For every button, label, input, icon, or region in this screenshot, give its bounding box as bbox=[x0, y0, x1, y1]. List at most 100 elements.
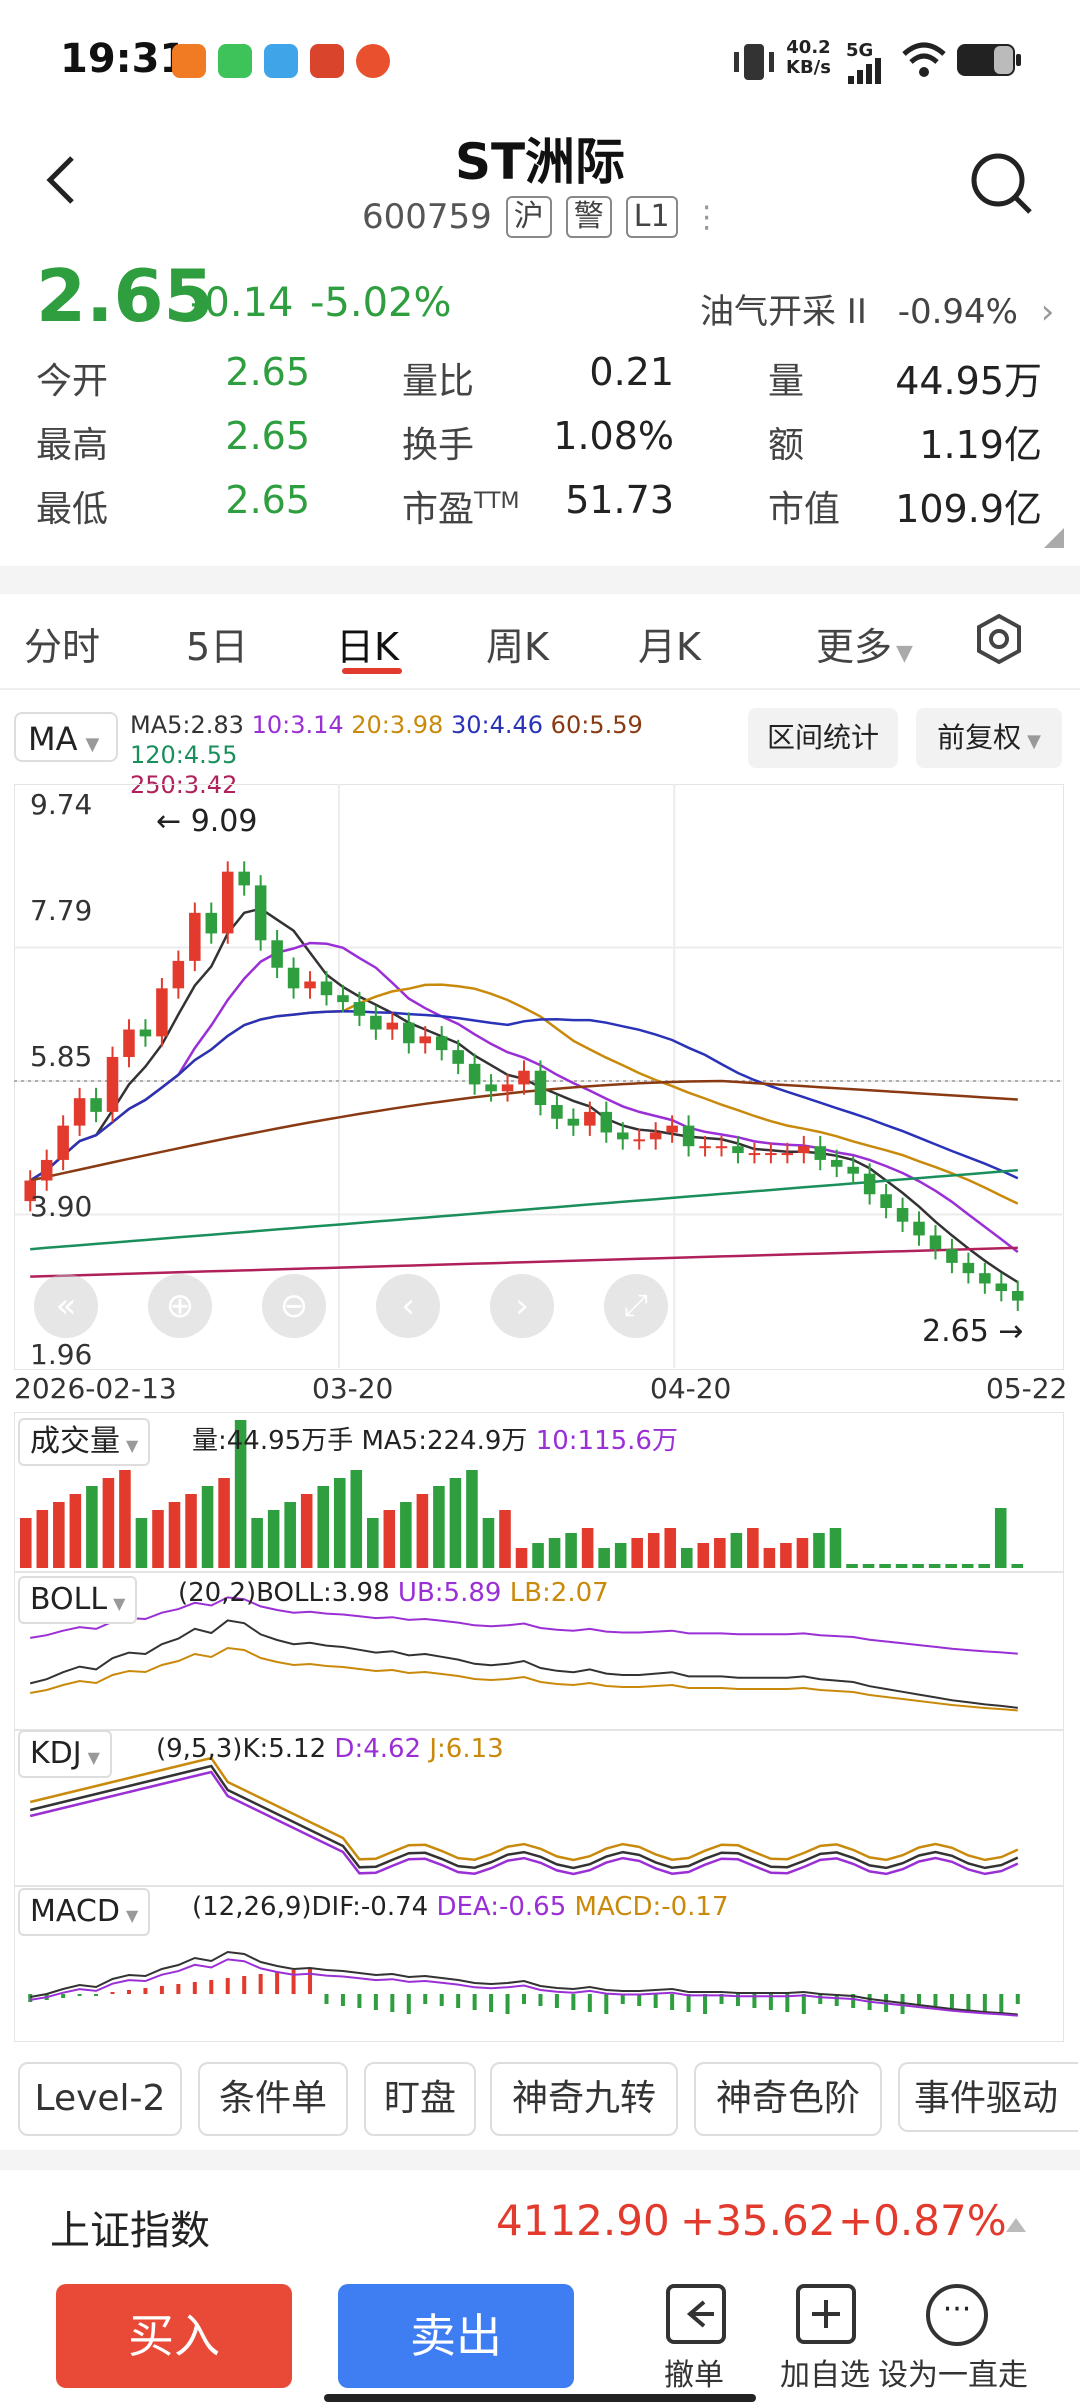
stat-open-label: 今开 bbox=[36, 361, 109, 402]
add-watch-label[interactable]: 加自选 bbox=[780, 2358, 870, 2393]
candle-43 bbox=[732, 1146, 744, 1154]
kdj-select[interactable]: KDJ ▼ bbox=[18, 1730, 112, 1778]
stock-code-row: 600759 沪 警 L1 ⋮ bbox=[362, 196, 722, 238]
zoom-out-icon[interactable]: ⊖ bbox=[262, 1274, 326, 1338]
candle-44 bbox=[748, 1153, 761, 1156]
stat-mktcap-label: 市值 bbox=[768, 489, 841, 530]
macd-bar-13 bbox=[242, 1976, 247, 1994]
sector-link[interactable]: 油气开采 II -0.94% › bbox=[700, 284, 1054, 333]
prev-icon[interactable]: ‹ bbox=[376, 1274, 440, 1338]
magic-color-button[interactable]: 神奇色阶 bbox=[694, 2062, 882, 2136]
volume-bar-34 bbox=[581, 1528, 594, 1568]
add-watch-icon[interactable] bbox=[796, 2284, 856, 2344]
macd-bar-35 bbox=[604, 1994, 609, 2014]
tab-weekly-k[interactable]: 周K bbox=[486, 625, 549, 669]
event-driven-button[interactable]: 事件驱动 bbox=[898, 2062, 1078, 2132]
back-icon[interactable] bbox=[40, 150, 80, 210]
home-indicator bbox=[324, 2394, 756, 2402]
candle-9 bbox=[172, 960, 185, 989]
stat-low-value: 2.65 bbox=[225, 478, 310, 522]
index-change: +35.62 bbox=[680, 2196, 836, 2245]
macd-bar-45 bbox=[768, 1994, 773, 2010]
macd-bar-15 bbox=[275, 1972, 280, 1994]
candle-52 bbox=[880, 1194, 892, 1208]
tab-daily-k[interactable]: 日K bbox=[336, 625, 399, 669]
macd-bar-54 bbox=[917, 1994, 922, 2004]
volume-bar-23 bbox=[400, 1502, 412, 1568]
volume-bar-33 bbox=[565, 1533, 577, 1568]
indicator-select[interactable]: MA ▼ bbox=[14, 712, 118, 762]
tag-market: 沪 bbox=[505, 196, 552, 238]
volume-bar-12 bbox=[218, 1478, 230, 1568]
adjust-button[interactable]: 前复权 ▼ bbox=[916, 708, 1062, 768]
level2-button[interactable]: Level-2 bbox=[18, 2062, 182, 2136]
net-speed: 40.2 KB/s bbox=[786, 37, 831, 78]
more-icon[interactable]: ··· bbox=[926, 2284, 988, 2346]
rewind-button[interactable]: « bbox=[34, 1274, 98, 1338]
candle-25 bbox=[435, 1036, 448, 1051]
candle-24 bbox=[419, 1036, 432, 1044]
arrow-right-icon: → bbox=[998, 1314, 1024, 1349]
search-icon[interactable] bbox=[968, 150, 1034, 216]
watch-button[interactable]: 盯盘 bbox=[364, 2062, 476, 2136]
expand-corner-icon[interactable] bbox=[1042, 526, 1066, 550]
zoom-in-icon[interactable]: ⊕ bbox=[148, 1274, 212, 1338]
buy-button[interactable]: 买入 bbox=[56, 2284, 292, 2388]
boll-select[interactable]: BOLL ▼ bbox=[18, 1576, 138, 1624]
tab-intraday[interactable]: 分时 bbox=[24, 625, 101, 669]
candle-37 bbox=[633, 1139, 645, 1142]
volume-panel[interactable] bbox=[14, 1412, 1064, 1572]
volume-bar-11 bbox=[201, 1486, 214, 1568]
volume-bar-1 bbox=[36, 1510, 49, 1568]
kline-chart-frame[interactable] bbox=[14, 784, 1064, 1370]
candle-18 bbox=[320, 981, 333, 996]
kdj-legend: (9,5,3)K:5.12 D:4.62 J:6.13 bbox=[156, 1734, 504, 1764]
settings-hex-icon[interactable] bbox=[972, 612, 1026, 666]
stat-open-value: 2.65 bbox=[225, 350, 310, 394]
candle-59 bbox=[995, 1283, 1008, 1292]
tab-5day[interactable]: 5日 bbox=[186, 625, 249, 669]
tab-monthly-k[interactable]: 月K bbox=[638, 625, 701, 669]
tab-more[interactable]: 更多 ▼ bbox=[816, 625, 913, 669]
battery-icon bbox=[957, 44, 1021, 76]
volume-bar-39 bbox=[664, 1528, 677, 1568]
sector-name: 油气开采 II bbox=[700, 292, 867, 332]
macd-bar-28 bbox=[489, 1994, 494, 2012]
arrow-left-icon: ← bbox=[156, 804, 182, 839]
chevron-up-icon[interactable] bbox=[1004, 2214, 1028, 2234]
range-stats-button[interactable]: 区间统计 bbox=[748, 708, 898, 768]
cancel-order-label[interactable]: 撤单 bbox=[664, 2358, 724, 2393]
candle-29 bbox=[501, 1084, 514, 1092]
index-bar[interactable]: 上证指数 4112.90 +35.62 +0.87% bbox=[0, 2170, 1080, 2280]
sell-button[interactable]: 卖出 bbox=[338, 2284, 574, 2388]
candle-49 bbox=[830, 1159, 843, 1167]
macd-bar-44 bbox=[752, 1994, 757, 2008]
macd-legend: (12,26,9)DIF:-0.74 DEA:-0.65 MACD:-0.17 bbox=[192, 1892, 729, 1922]
magic-nine-button[interactable]: 神奇九转 bbox=[490, 2062, 678, 2136]
macd-bar-30 bbox=[522, 1994, 526, 2004]
volume-bar-15 bbox=[267, 1510, 280, 1568]
volume-bar-41 bbox=[697, 1543, 710, 1568]
more-dots-icon[interactable]: ⋮ bbox=[691, 199, 722, 235]
candle-7 bbox=[139, 1029, 152, 1037]
macd-bar-10 bbox=[192, 1982, 197, 1994]
volume-bar-50 bbox=[846, 1564, 858, 1568]
next-icon[interactable]: › bbox=[490, 1274, 554, 1338]
volume-bar-44 bbox=[747, 1528, 759, 1568]
condition-order-button[interactable]: 条件单 bbox=[198, 2062, 348, 2136]
page-title: ST洲际 bbox=[454, 133, 626, 191]
volume-bar-8 bbox=[152, 1510, 164, 1568]
cancel-order-icon[interactable] bbox=[666, 2284, 726, 2344]
kdj-panel[interactable] bbox=[14, 1730, 1064, 1886]
macd-select[interactable]: MACD ▼ bbox=[18, 1888, 151, 1936]
volume-select[interactable]: 成交量 ▼ bbox=[18, 1418, 151, 1466]
candle-42 bbox=[715, 1146, 728, 1149]
macd-panel[interactable] bbox=[14, 1886, 1064, 2042]
candle-12 bbox=[221, 871, 234, 934]
candle-47 bbox=[798, 1146, 810, 1154]
stat-turnover-label: 换手 bbox=[402, 425, 475, 466]
candle-55 bbox=[929, 1235, 942, 1250]
boll-panel[interactable] bbox=[14, 1572, 1064, 1730]
fullscreen-icon[interactable]: ⤢ bbox=[604, 1274, 668, 1338]
volume-bar-6 bbox=[119, 1470, 131, 1568]
